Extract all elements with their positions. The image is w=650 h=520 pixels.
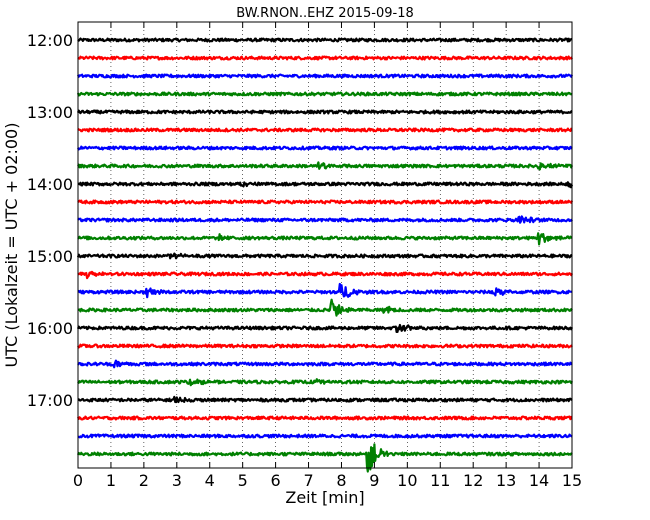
- x-tick-label: 13: [496, 471, 516, 490]
- trace-line: [77, 433, 573, 439]
- trace-line: [77, 55, 573, 61]
- trace-line: [77, 298, 573, 317]
- trace-line: [77, 343, 573, 349]
- trace-line: [76, 323, 574, 333]
- x-tick-label: 8: [336, 471, 346, 490]
- x-tick-label: 7: [303, 471, 313, 490]
- x-tick-label: 5: [238, 471, 248, 490]
- x-tick-label: 15: [562, 471, 582, 490]
- y-tick-label: 13:00: [27, 103, 73, 122]
- x-tick-label: 9: [369, 471, 379, 490]
- x-axis-label: Zeit [min]: [285, 488, 364, 507]
- y-tick-label: 12:00: [27, 31, 73, 50]
- trace-line: [77, 199, 574, 205]
- trace-line: [77, 127, 573, 133]
- trace-line: [77, 145, 573, 151]
- plot-frame: [77, 21, 573, 469]
- trace-line: [77, 282, 573, 299]
- trace-line: [76, 91, 573, 97]
- trace-line: [77, 161, 574, 171]
- y-tick-label: 16:00: [27, 319, 73, 338]
- x-tick-label: 2: [139, 471, 149, 490]
- x-tick-label: 1: [106, 471, 116, 490]
- trace-line: [76, 252, 573, 260]
- x-tick-label: 10: [397, 471, 417, 490]
- x-tick-label: 3: [172, 471, 182, 490]
- x-tick-label: 0: [73, 471, 83, 490]
- x-tick-label: 11: [430, 471, 450, 490]
- trace-line: [77, 215, 573, 224]
- trace-line: [77, 378, 574, 387]
- x-tick-label: 12: [463, 471, 483, 490]
- x-tick-label: 6: [271, 471, 281, 490]
- x-tick-label: 4: [205, 471, 215, 490]
- y-tick-label: 14:00: [27, 175, 73, 194]
- trace-line: [76, 73, 574, 79]
- axis-ticks: 0 1 2 3 4 5 6 7 8 9 10 11 12 13 14 1512:0013:0014:0015:…: [27, 22, 582, 490]
- trace-line: [77, 37, 573, 43]
- trace-line: [77, 181, 574, 189]
- trace-line: [77, 395, 573, 404]
- y-axis-label: UTC (Lokalzeit = UTC + 02:00): [2, 123, 21, 368]
- y-tick-label: 15:00: [27, 247, 73, 266]
- y-tick-label: 17:00: [27, 391, 73, 410]
- trace-line: [77, 270, 573, 280]
- trace-line: [76, 443, 573, 473]
- x-tick-label: 14: [529, 471, 549, 490]
- seismic-traces: [76, 37, 574, 473]
- trace-line: [76, 109, 573, 115]
- trace-line: [76, 415, 573, 421]
- trace-line: [77, 232, 573, 246]
- trace-line: [77, 359, 573, 369]
- chart-title: BW.RNON..EHZ 2015-09-18: [236, 6, 414, 21]
